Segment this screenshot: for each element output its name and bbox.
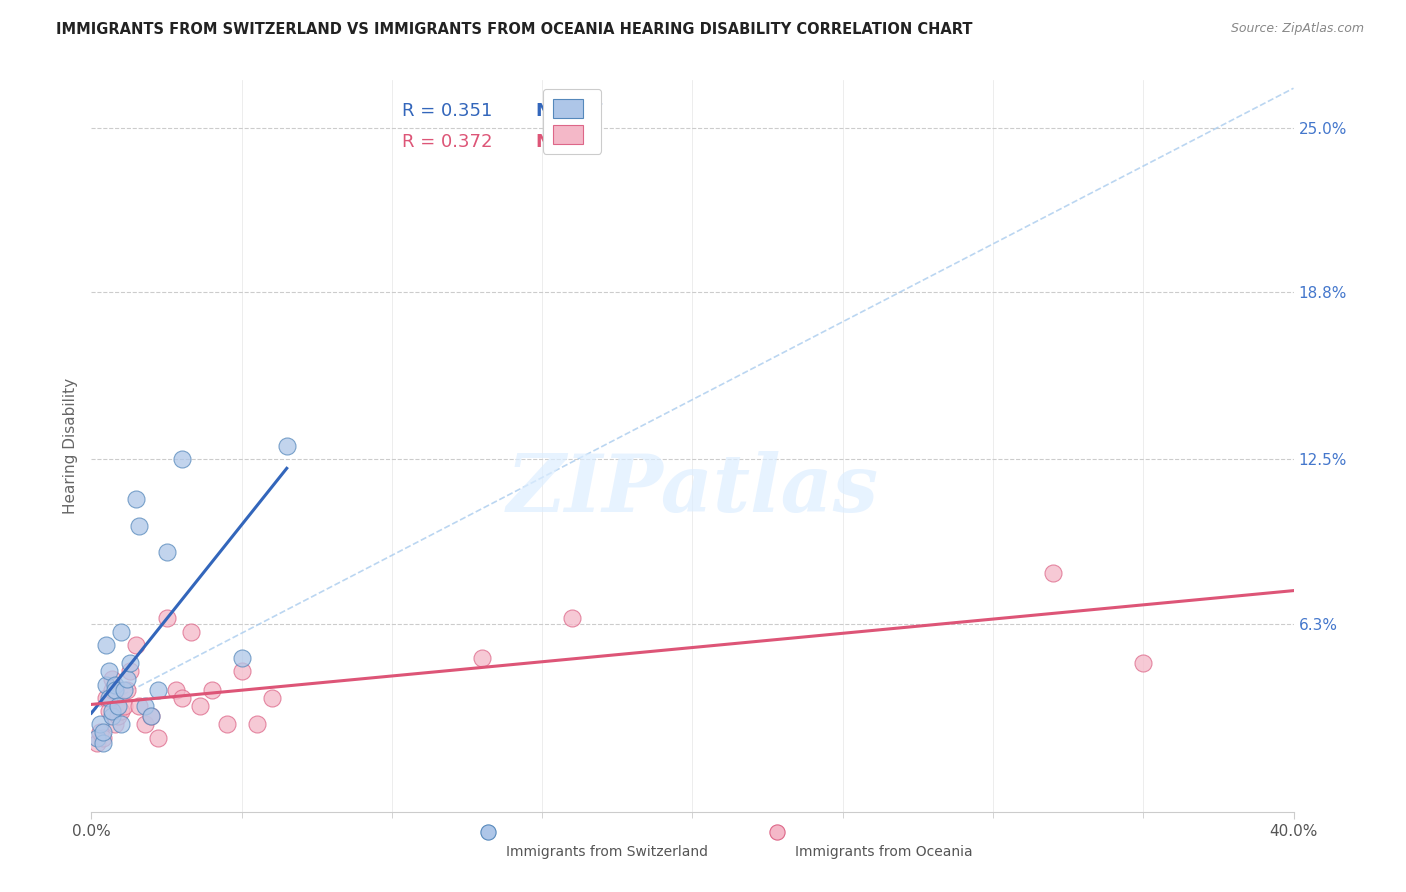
Point	[114, 682, 136, 697]
Point	[110, 717, 132, 731]
Point	[155, 611, 177, 625]
Point	[146, 731, 169, 745]
Text: ZIPatlas: ZIPatlas	[506, 451, 879, 529]
Point	[1042, 566, 1064, 581]
Point	[110, 704, 132, 718]
Point	[98, 704, 121, 718]
Point	[98, 690, 121, 705]
Point	[215, 717, 238, 731]
Point	[120, 657, 142, 671]
Point	[96, 677, 118, 691]
Point	[231, 665, 253, 679]
Point	[561, 611, 583, 625]
Point	[86, 731, 108, 745]
Text: Immigrants from Switzerland: Immigrants from Switzerland	[506, 845, 709, 859]
Point	[276, 439, 298, 453]
Legend: , : ,	[543, 88, 602, 153]
Point	[89, 725, 111, 739]
Text: R = 0.372: R = 0.372	[402, 133, 492, 151]
Point	[96, 638, 118, 652]
Point	[101, 704, 124, 718]
Text: Source: ZipAtlas.com: Source: ZipAtlas.com	[1230, 22, 1364, 36]
Point	[104, 717, 127, 731]
Point	[117, 682, 139, 697]
Point	[98, 665, 121, 679]
Point	[188, 698, 211, 713]
Point	[134, 698, 156, 713]
Point	[1071, 857, 1094, 871]
Point	[93, 725, 115, 739]
Point	[231, 651, 253, 665]
Point	[110, 624, 132, 639]
Point	[146, 682, 169, 697]
Point	[96, 690, 118, 705]
Y-axis label: Hearing Disability: Hearing Disability	[62, 378, 77, 514]
Point	[165, 682, 187, 697]
Point	[93, 731, 115, 745]
Point	[180, 624, 202, 639]
Point	[201, 682, 224, 697]
Point	[471, 651, 494, 665]
Point	[170, 690, 193, 705]
Point	[104, 682, 127, 697]
Point	[101, 682, 124, 697]
Point	[107, 698, 129, 713]
Text: N = 27: N = 27	[536, 102, 603, 120]
Point	[125, 638, 148, 652]
Point	[114, 698, 136, 713]
Point	[86, 736, 108, 750]
Point	[1132, 657, 1154, 671]
Point	[155, 545, 177, 559]
Point	[141, 709, 163, 723]
Point	[104, 677, 127, 691]
Point	[89, 717, 111, 731]
Point	[128, 518, 150, 533]
Point	[260, 690, 283, 705]
Text: R = 0.351: R = 0.351	[402, 102, 492, 120]
Text: N = 32: N = 32	[536, 133, 603, 151]
Text: IMMIGRANTS FROM SWITZERLAND VS IMMIGRANTS FROM OCEANIA HEARING DISABILITY CORREL: IMMIGRANTS FROM SWITZERLAND VS IMMIGRANT…	[56, 22, 973, 37]
Point	[128, 698, 150, 713]
Point	[125, 491, 148, 506]
Point	[93, 736, 115, 750]
Point	[117, 672, 139, 686]
Point	[134, 717, 156, 731]
Point	[246, 717, 269, 731]
Point	[101, 672, 124, 686]
Point	[120, 665, 142, 679]
Point	[107, 709, 129, 723]
Point	[170, 452, 193, 467]
Text: Immigrants from Oceania: Immigrants from Oceania	[794, 845, 973, 859]
Point	[141, 709, 163, 723]
Point	[101, 709, 124, 723]
